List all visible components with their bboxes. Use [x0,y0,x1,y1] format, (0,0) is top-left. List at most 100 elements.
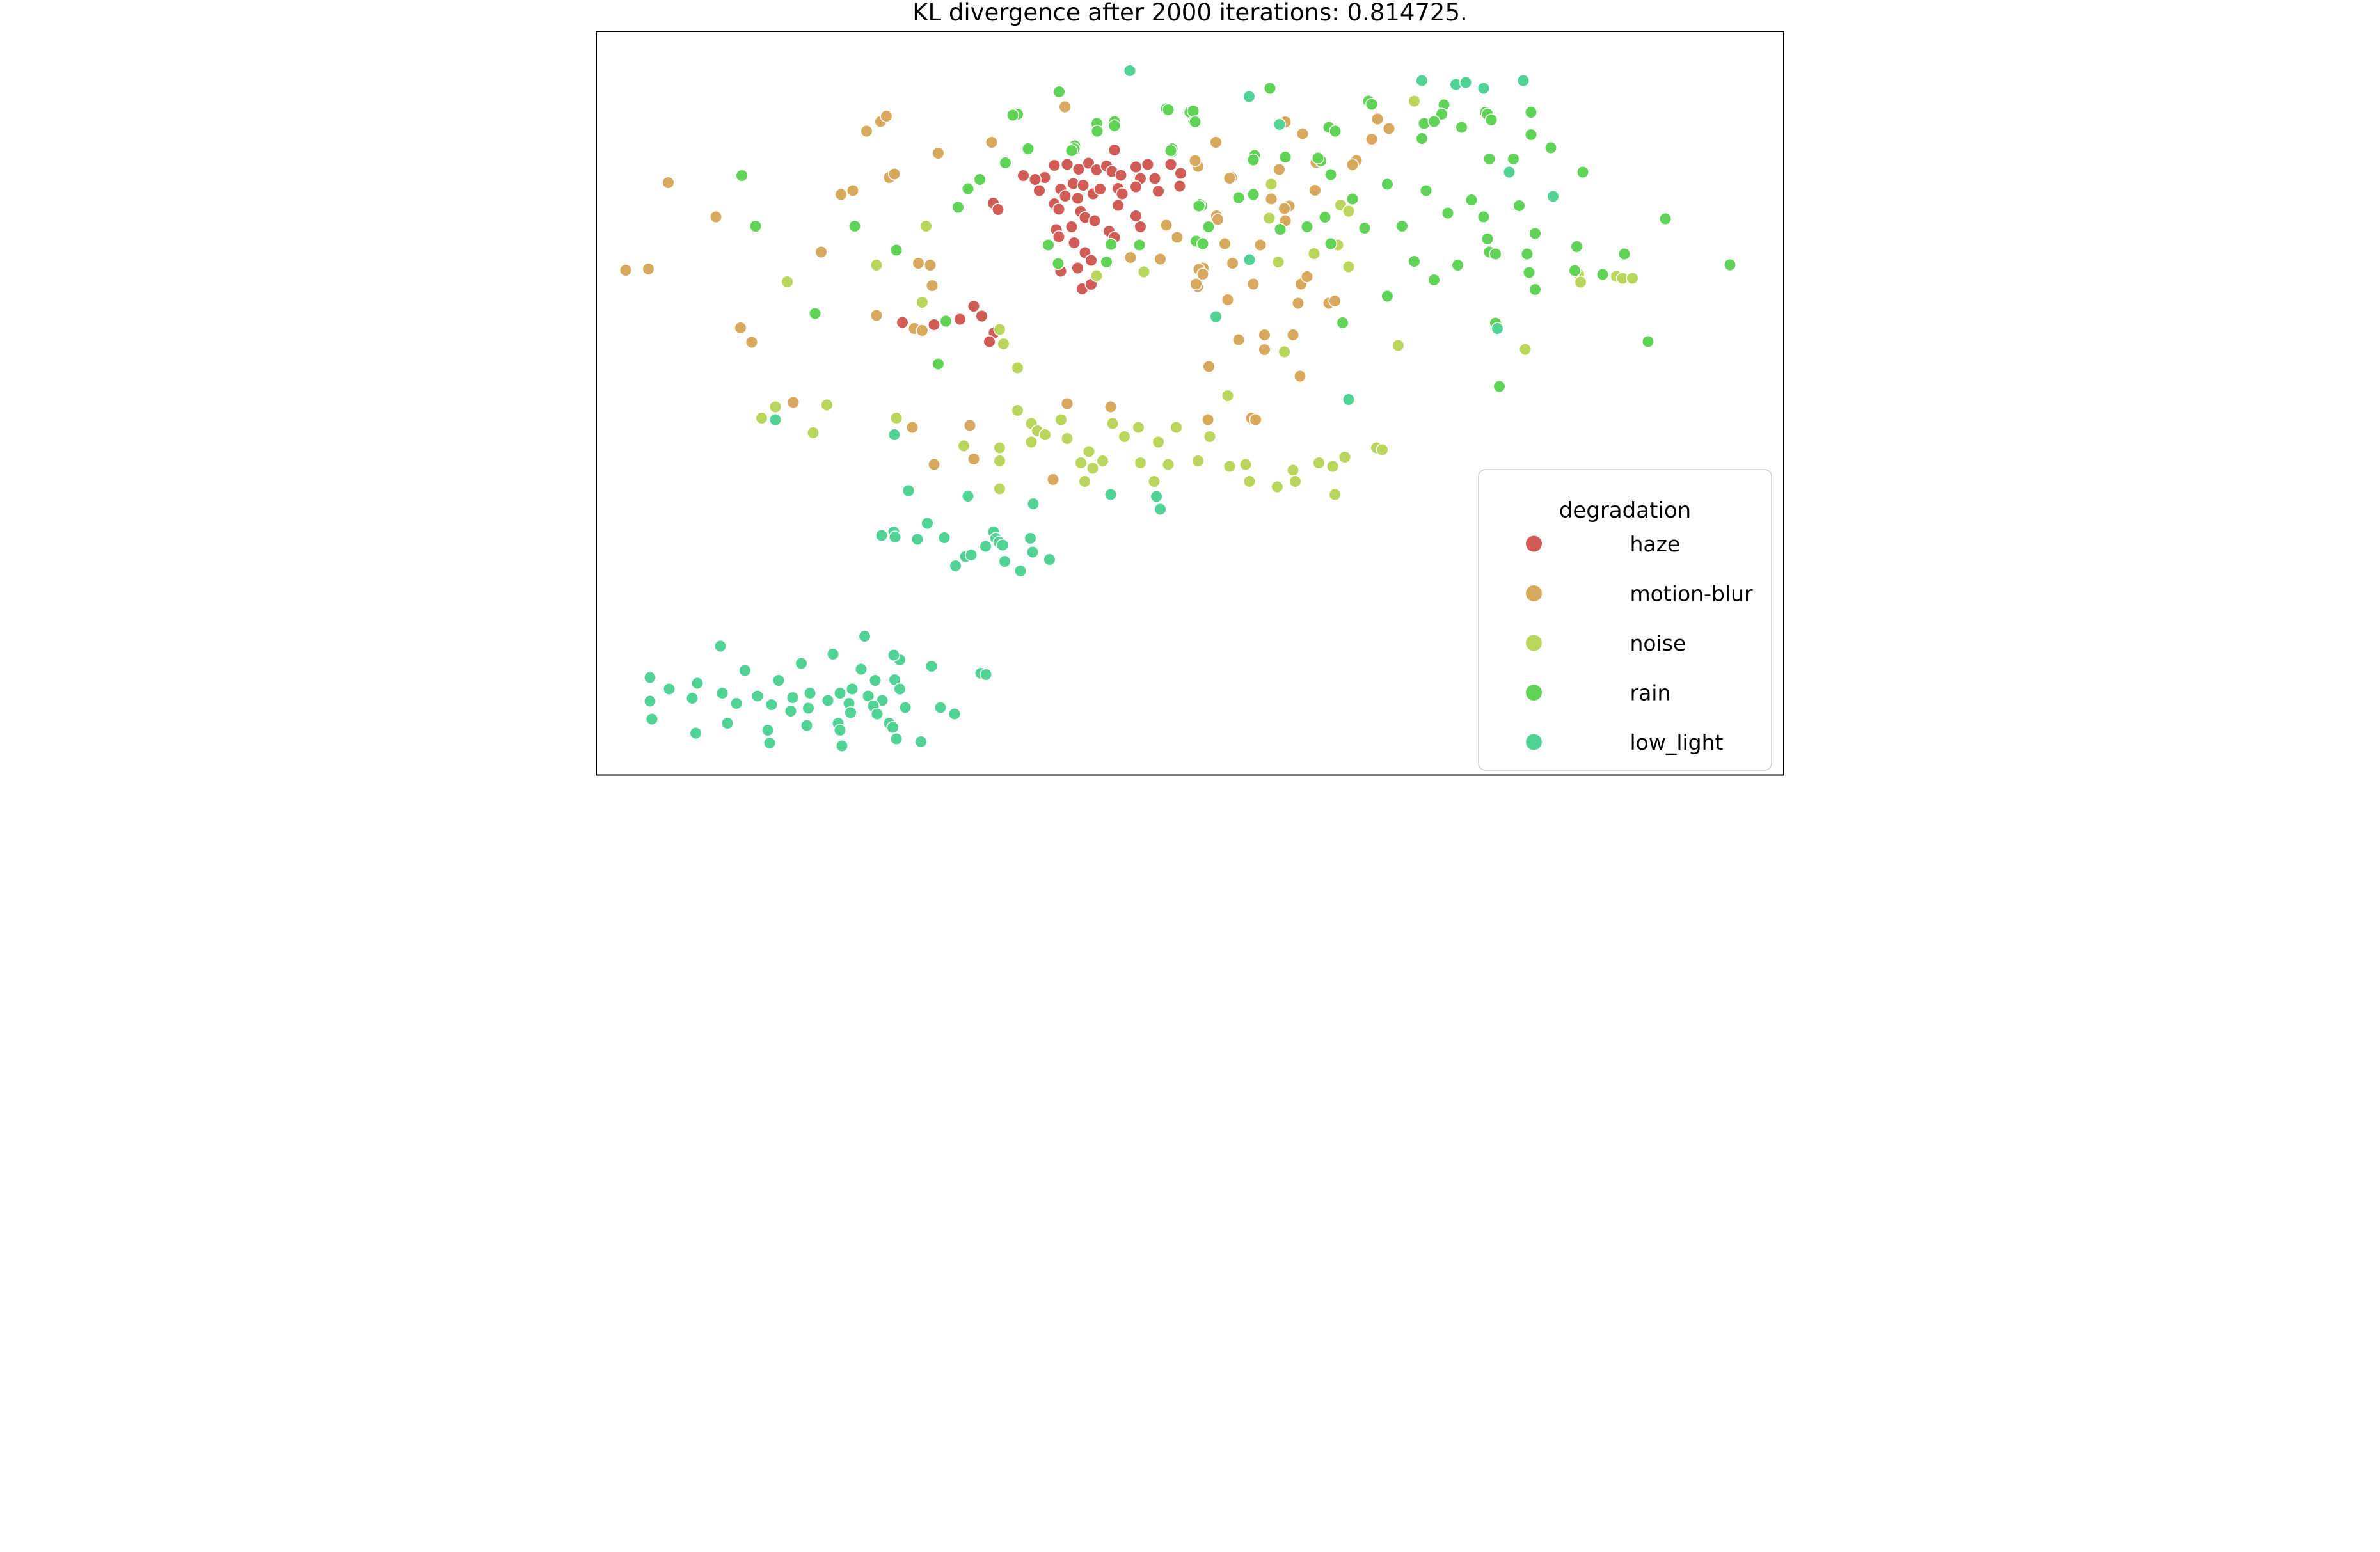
data-point-low_light [1150,490,1163,503]
data-point-noise [769,400,782,413]
data-point-haze [953,313,967,326]
data-point-rain [1189,115,1202,129]
data-point-rain [1455,121,1468,134]
data-point-rain [1477,210,1490,223]
data-point-low_light [804,686,816,700]
data-point-haze [1048,159,1061,172]
data-point-haze [1059,189,1072,203]
data-point-rain [809,307,821,320]
data-point-motion-blur [888,168,901,180]
data-point-noise [1376,443,1389,456]
data-point-noise [1289,475,1302,488]
data-point-noise [1308,247,1321,260]
data-point-rain [1006,109,1019,122]
data-point-low_light [996,539,1009,551]
data-point-haze [1077,178,1090,192]
data-point-noise [1287,464,1299,477]
data-point-motion-blur [1196,267,1209,281]
data-point-haze [1093,182,1107,196]
data-point-rain [1365,98,1378,111]
data-point-haze [1129,161,1143,173]
data-point-low_light [1459,76,1472,89]
data-point-noise [1342,205,1355,218]
data-point-noise [1083,445,1095,458]
data-point-rain [1568,264,1582,277]
data-point-low_light [1503,166,1516,178]
data-point-low_light [738,664,752,677]
data-point-low_light [751,690,764,702]
data-point-rain [1528,283,1542,296]
plot-title: KL divergence after 2000 iterations: 0.8… [912,0,1468,26]
data-point-noise [1096,454,1109,468]
data-point-motion-blur [1273,163,1286,176]
data-point-rain [1091,125,1104,138]
data-point-motion-blur [662,176,675,189]
data-point-rain [1196,237,1209,250]
data-point-noise [1223,460,1236,473]
data-point-motion-blur [642,262,655,276]
data-point-noise [890,411,903,425]
legend-box [1478,469,1772,771]
data-point-rain [1052,85,1066,99]
data-point-haze [1148,172,1161,185]
data-point-rain [1279,150,1292,164]
data-point-rain [1324,168,1337,181]
data-point-noise [1132,421,1145,434]
data-point-motion-blur [870,309,883,322]
data-point-rain [1193,200,1205,212]
data-point-rain [1065,144,1078,157]
data-point-motion-blur [1189,154,1202,167]
data-point-low_light [855,663,868,676]
data-point-noise [820,399,834,411]
data-point-rain [1381,178,1394,191]
data-point-rain [1381,290,1394,303]
data-point-low_light [844,706,857,719]
data-point-noise [1152,436,1165,448]
data-point-motion-blur [1061,397,1074,410]
data-point-low_light [998,555,1012,568]
data-point-motion-blur [964,419,976,432]
data-point-motion-blur [619,264,632,277]
data-point-haze [1052,203,1065,216]
data-point-low_light [1342,393,1355,406]
data-point-rain [1164,144,1177,157]
data-point-rain [1427,115,1441,128]
data-point-noise [1170,421,1183,434]
data-point-rain [1642,335,1654,348]
data-point-haze [992,203,1004,216]
data-point-motion-blur [1294,370,1306,383]
data-point-noise [1574,276,1587,289]
data-point-noise [916,296,929,309]
data-point-low_light [979,540,992,553]
data-point-rain [1521,248,1534,260]
legend-item-rain: rain [1526,681,1670,706]
data-point-noise [1271,480,1284,493]
data-point-low_light [1273,118,1286,131]
data-point-noise [1061,432,1074,445]
data-point-rain [1319,210,1331,224]
data-point-noise [1519,343,1532,356]
legend-title: degradation [1559,498,1691,523]
data-point-rain [1264,82,1276,95]
data-point-low_light [888,428,901,441]
data-point-motion-blur [846,184,859,197]
data-point-motion-blur [1058,100,1072,113]
data-point-low_light [1027,497,1040,511]
data-point-low_light [914,735,928,748]
data-point-noise [1326,460,1339,473]
data-point-noise [1011,404,1024,417]
data-point-motion-blur [1221,293,1234,306]
data-point-low_light [846,683,859,695]
data-point-motion-blur [734,321,747,335]
data-point-low_light [921,517,934,530]
data-point-noise [993,441,1006,454]
data-point-motion-blur [1278,202,1291,215]
data-point-motion-blur [880,109,893,123]
data-point-rain [1312,152,1324,164]
data-point-motion-blur [1047,473,1059,486]
data-point-rain [1346,193,1359,205]
data-point-motion-blur [1223,171,1236,185]
data-point-rain [1493,380,1506,393]
data-point-rain [999,156,1012,170]
data-point-motion-blur [860,125,873,138]
